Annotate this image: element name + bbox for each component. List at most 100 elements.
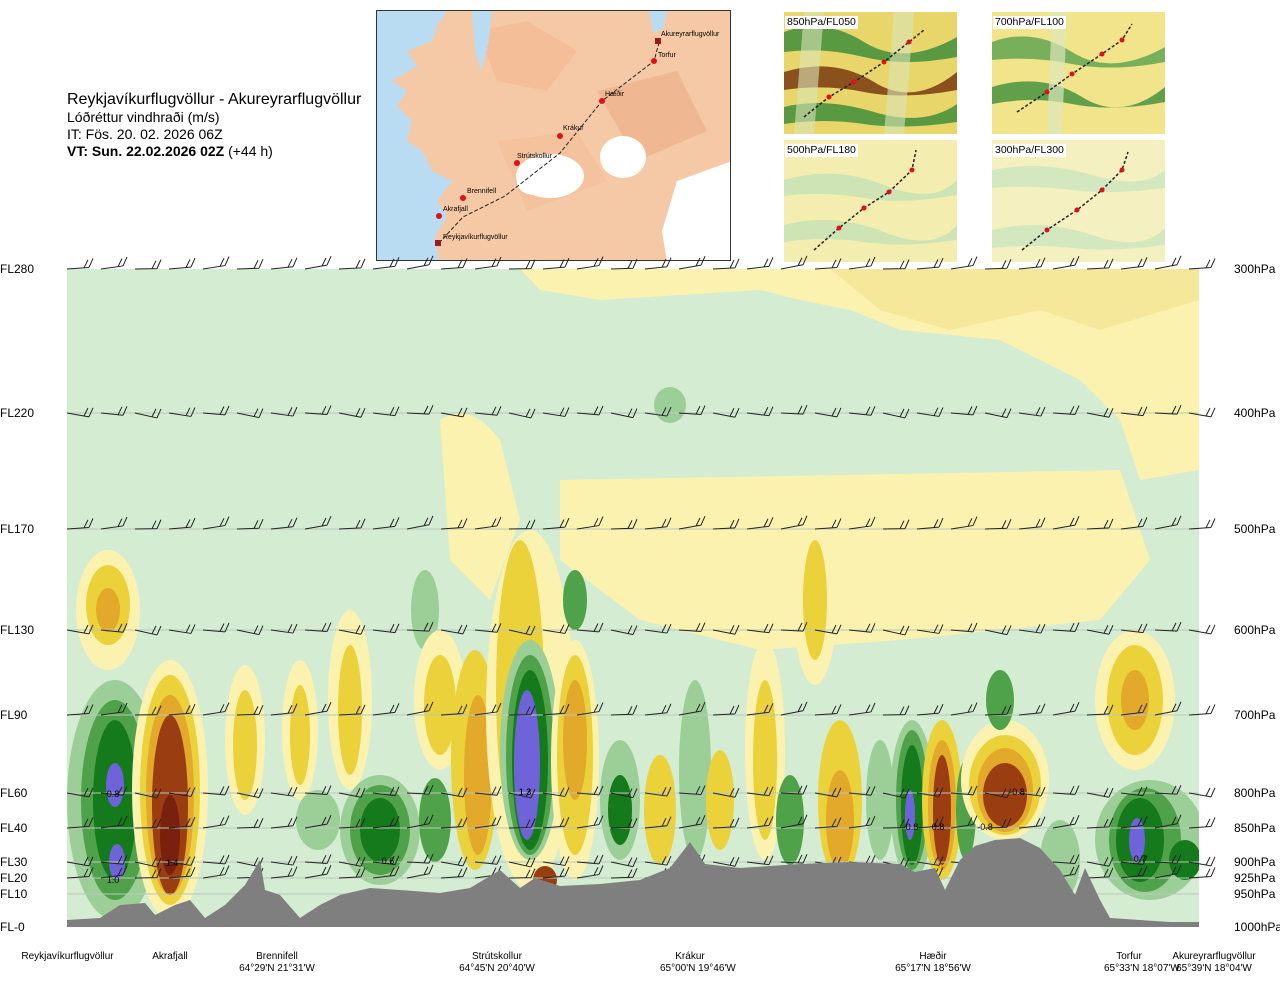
wind-barb [440,407,468,418]
wind-barb [712,704,740,716]
wind-barb [66,817,94,829]
blob-down-5b [338,645,362,775]
wind-barb [780,255,808,270]
wind-barb [1086,407,1114,418]
wind-barb [916,257,944,270]
wind-barb [372,866,400,879]
wind-barb [1086,704,1114,716]
issue-time: IT: Fös. 20. 02. 2026 06Z [67,126,223,142]
blob-down-17c [1121,670,1149,730]
wind-barb [1120,786,1148,797]
wind-barb [134,788,162,799]
wind-barb [236,519,264,530]
wind-barb [780,515,808,530]
wind-barb [644,257,672,270]
wind-barb [304,864,332,879]
wind-barb [1188,856,1216,867]
wind-barb [202,405,230,416]
wind-barb [1086,258,1114,270]
route-label-krakur: Krákur [563,125,584,132]
wind-barb [474,256,502,270]
wind-barb [236,705,264,716]
blob-up-2f [419,778,451,862]
blob-up-3d [514,690,540,840]
station-name: Akureyrarflugvöllur [1172,951,1256,962]
wind-barb [406,515,434,530]
blob-down-2e [160,795,180,875]
wind-barb [916,407,944,417]
wind-barb [168,517,196,530]
wind-barb [746,816,774,829]
wind-barb [134,818,162,829]
wind-barb [916,816,944,829]
mini-map-300-image [992,140,1165,262]
wind-barb [1018,406,1046,417]
value-label-8: -0.8 [977,822,993,832]
wind-barb [542,866,570,879]
wind-barb [1086,624,1114,635]
pressure-level-label: 500hPa [1234,522,1276,536]
wind-barb [780,853,808,864]
wind-barb [100,256,128,270]
station-torfur: Torfur 65°33'N 18°07'W [1104,951,1180,975]
wind-barb [508,818,536,829]
blob-down-6b [424,655,456,755]
blob-down-13b [803,540,827,660]
mini-map-850-image [784,12,957,134]
wind-barb [134,519,162,530]
wind-barb [168,407,196,417]
wind-barb [746,623,774,634]
wind-barb [1154,701,1182,716]
station-name: Hæðir [919,951,947,962]
wind-barb [440,258,468,270]
wind-barb [1052,854,1080,865]
wind-barb [1188,518,1216,530]
wind-barb [1018,786,1046,797]
wind-barb [1154,255,1182,270]
wind-barb [304,854,332,865]
wind-barb [542,407,570,417]
wind-barb [610,259,638,270]
wind-barb [1120,866,1148,879]
station-krakur: Krákur 65°00'N 19°46'W [660,951,736,975]
blob-up-2d [296,790,340,850]
wind-barb [610,857,638,868]
wind-barb [236,408,264,419]
wind-barb [1188,704,1216,716]
wind-barb [1188,817,1216,829]
wind-barb [712,787,740,798]
wind-barb [66,867,94,879]
wind-barb [338,856,366,867]
wind-barb [746,257,774,270]
wind-barb [610,408,638,419]
wind-barb [644,623,672,634]
wind-barb [1086,518,1114,530]
wind-barb [474,815,502,829]
wind-barb [270,406,298,417]
wind-barb [678,255,706,270]
wind-barb [678,814,706,829]
station-reykjavik: Reykjavíkurflugvöllur [10,951,125,963]
wind-barb [984,705,1012,716]
wind-barb [100,786,128,796]
route-marker-krakur [557,133,563,139]
value-label-4: 0.6 [382,856,395,866]
pressure-level-label: 950hPa [1234,887,1276,901]
station-haedir: Hæðir 65°17'N 18°56'W [878,951,988,975]
wind-barb [576,702,604,716]
wind-barb [576,785,604,796]
wind-barb [66,704,94,716]
blob-up-13d [1129,818,1145,862]
wind-barb [610,625,638,636]
wind-barb [202,785,230,796]
wind-barb [168,703,196,716]
wind-barb [678,701,706,716]
wind-barb [1120,257,1148,270]
wind-barb [66,624,94,635]
wind-barb [440,817,468,829]
wind-barb [984,818,1012,829]
wind-barb [882,705,910,716]
wind-barb [542,624,570,634]
wind-barb [406,853,434,864]
wind-barb [100,702,128,716]
